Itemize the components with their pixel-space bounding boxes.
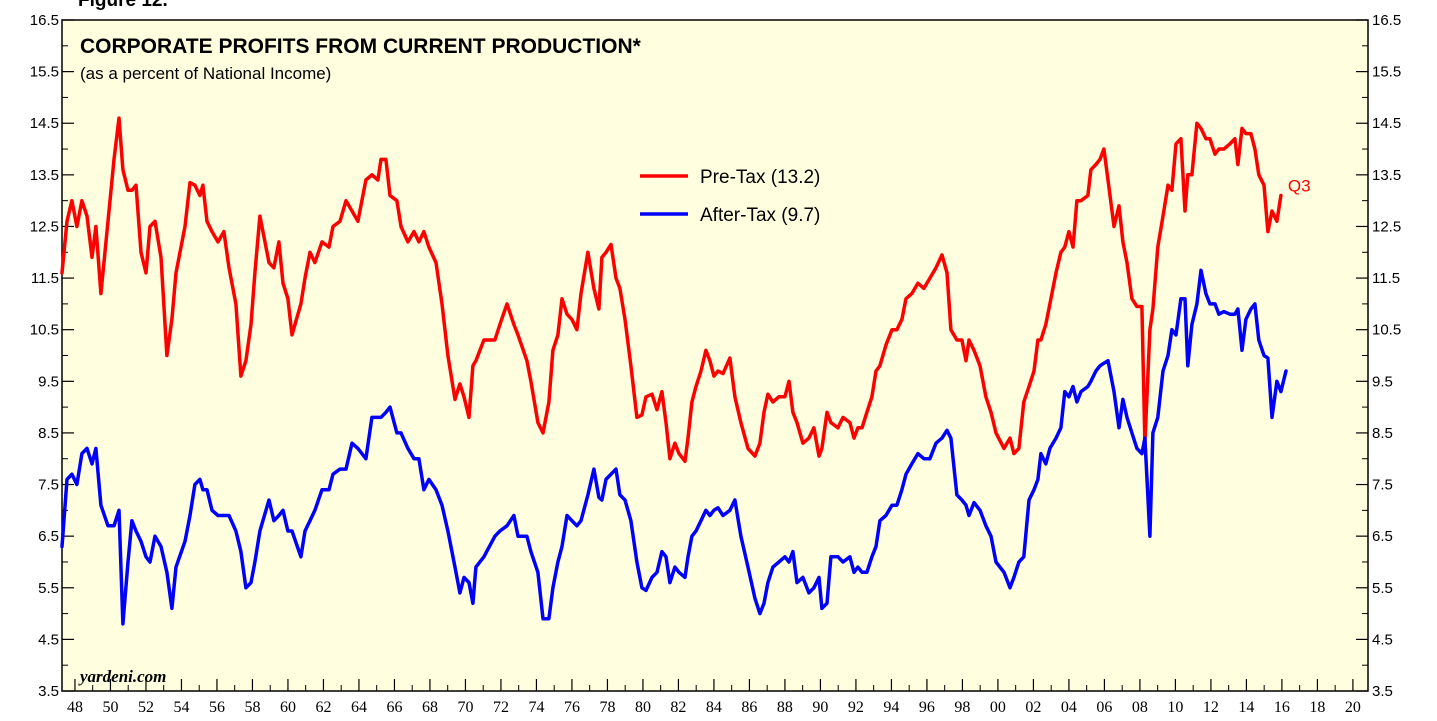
y-tick-label: 10.5 xyxy=(30,322,59,339)
x-tick-label: 60 xyxy=(280,699,296,716)
x-tick-label: 52 xyxy=(138,699,154,716)
x-tick-label: 20 xyxy=(1345,699,1361,716)
y-tick-label: 14.5 xyxy=(30,115,59,132)
x-tick-label: 70 xyxy=(457,699,473,716)
x-tick-label: 84 xyxy=(706,699,722,716)
chart-subtitle: (as a percent of National Income) xyxy=(80,64,331,83)
chart-title: CORPORATE PROFITS FROM CURRENT PRODUCTIO… xyxy=(80,35,642,58)
y2-tick-label: 8.5 xyxy=(1372,425,1393,442)
series-line xyxy=(60,116,1283,464)
y2-tick-label: 5.5 xyxy=(1372,580,1393,597)
x-tick-label: 14 xyxy=(1238,699,1254,716)
x-tick-label: 88 xyxy=(777,699,793,716)
x-tick-label: 92 xyxy=(848,699,864,716)
x-tick-label: 82 xyxy=(670,699,686,716)
x-tick-label: 64 xyxy=(351,699,367,716)
y2-tick-label: 9.5 xyxy=(1372,373,1393,390)
y2-tick-label: 13.5 xyxy=(1372,167,1401,184)
source-note: yardeni.com xyxy=(78,667,166,686)
y-tick-label: 9.5 xyxy=(38,373,59,390)
y2-tick-label: 6.5 xyxy=(1372,528,1393,545)
x-tick-label: 02 xyxy=(1025,699,1041,716)
y-tick-label: 7.5 xyxy=(38,477,59,494)
x-tick-label: 68 xyxy=(422,699,438,716)
y2-tick-label: 14.5 xyxy=(1372,115,1401,132)
y-tick-label: 6.5 xyxy=(38,528,59,545)
y2-tick-label: 10.5 xyxy=(1372,322,1401,339)
x-tick-label: 90 xyxy=(812,699,828,716)
series-line xyxy=(60,268,1288,626)
x-tick-label: 62 xyxy=(315,699,331,716)
x-tick-label: 08 xyxy=(1132,699,1148,716)
y2-tick-label: 15.5 xyxy=(1372,64,1401,81)
x-tick-label: 12 xyxy=(1203,699,1219,716)
y2-tick-label: 12.5 xyxy=(1372,218,1401,235)
x-tick-label: 50 xyxy=(102,699,118,716)
x-tick-label: 74 xyxy=(528,699,544,716)
y-tick-label: 11.5 xyxy=(31,270,59,287)
x-tick-label: 04 xyxy=(1061,699,1077,716)
y-tick-label: 15.5 xyxy=(30,64,59,81)
y-tick-label: 8.5 xyxy=(38,425,59,442)
x-tick-label: 96 xyxy=(919,699,935,716)
x-tick-label: 78 xyxy=(599,699,615,716)
x-tick-label: 66 xyxy=(386,699,402,716)
y-tick-label: 13.5 xyxy=(30,167,59,184)
y-tick-label: 12.5 xyxy=(30,218,59,235)
x-tick-label: 48 xyxy=(67,699,83,716)
legend-label: Pre-Tax (13.2) xyxy=(700,167,820,188)
y2-tick-label: 11.5 xyxy=(1372,270,1400,287)
y2-tick-label: 7.5 xyxy=(1372,477,1393,494)
x-tick-label: 16 xyxy=(1274,699,1290,716)
x-tick-label: 76 xyxy=(564,699,580,716)
plot-area xyxy=(61,19,1369,692)
x-tick-label: 72 xyxy=(493,699,509,716)
y2-tick-label: 16.5 xyxy=(1372,12,1401,29)
x-tick-label: 98 xyxy=(954,699,970,716)
y-tick-label: 16.5 xyxy=(30,12,59,29)
y-tick-label: 4.5 xyxy=(38,631,59,648)
x-tick-label: 18 xyxy=(1309,699,1325,716)
legend-label: After-Tax (9.7) xyxy=(700,205,820,226)
figure-label: Figure 12. xyxy=(78,0,168,11)
x-tick-label: 56 xyxy=(209,699,225,716)
y2-tick-label: 4.5 xyxy=(1372,631,1393,648)
x-tick-label: 58 xyxy=(244,699,260,716)
y-tick-label: 5.5 xyxy=(38,580,59,597)
x-tick-label: 10 xyxy=(1167,699,1183,716)
x-tick-label: 94 xyxy=(883,699,899,716)
y2-tick-label: 3.5 xyxy=(1372,683,1393,700)
x-tick-label: 00 xyxy=(990,699,1006,716)
x-tick-label: 54 xyxy=(173,699,189,716)
x-tick-label: 06 xyxy=(1096,699,1112,716)
annotation: Q3 xyxy=(1288,176,1311,195)
y-tick-label: 3.5 xyxy=(38,683,59,700)
x-tick-label: 86 xyxy=(741,699,757,716)
x-tick-label: 80 xyxy=(635,699,651,716)
